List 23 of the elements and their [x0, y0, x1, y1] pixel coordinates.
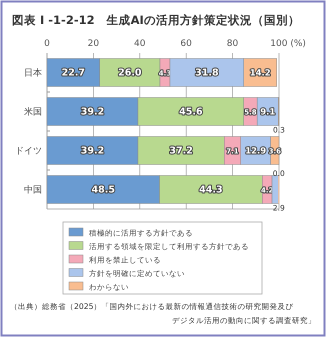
x-tick-label: 80 — [226, 39, 239, 49]
data-label: 39.2 — [80, 106, 104, 118]
data-label: 26.0 — [118, 68, 142, 78]
x-tick-label: 20 — [88, 39, 100, 49]
y-tick-label: 中国 — [24, 184, 42, 196]
y-tick-label: 米国 — [24, 106, 42, 118]
data-label: 39.2 — [80, 146, 104, 156]
data-label: 48.5 — [92, 184, 115, 196]
data-label: 37.2 — [169, 146, 193, 156]
y-tick-label: ドイツ — [15, 146, 42, 156]
data-label: 14.2 — [250, 68, 271, 78]
data-label: 12.9 — [245, 146, 266, 156]
x-tick-label: 0 — [44, 39, 50, 49]
x-tick-label: 40 — [134, 39, 146, 49]
data-label: 44.3 — [199, 184, 223, 196]
x-tick-label: 60 — [180, 39, 192, 49]
chart-title: 図表 I -1-2-12 生成AIの活用方針策定状況（国別） — [12, 13, 300, 27]
data-label: 22.7 — [62, 68, 86, 78]
data-label: 45.6 — [179, 106, 203, 118]
data-label: 31.8 — [195, 68, 219, 78]
y-tick-label: 日本 — [24, 68, 42, 78]
x-tick-label: 100 (%) — [270, 39, 306, 49]
data-label: 9.1 — [260, 108, 276, 118]
